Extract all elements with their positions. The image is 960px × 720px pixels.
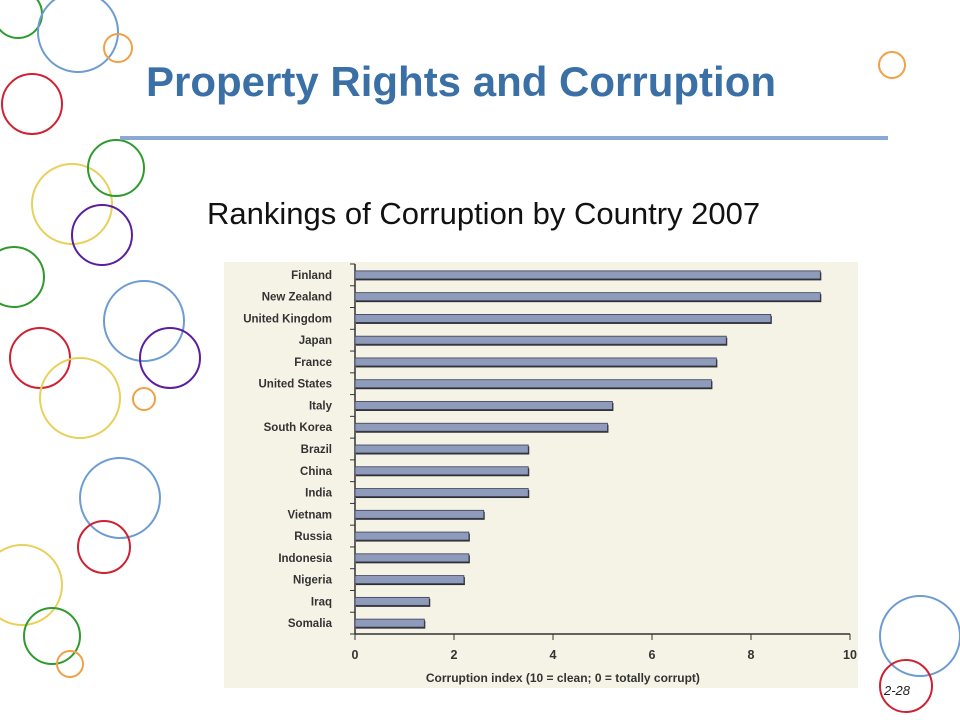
category-label: Vietnam (287, 509, 332, 521)
corruption-bar-chart: Finland New Zealand United Kingdom Japan Fra… (243, 263, 857, 685)
bar-india (354, 488, 529, 497)
bar-new-zealand (354, 292, 821, 302)
slide-subtitle: Rankings of Corruption by Country 2007 (207, 196, 761, 231)
category-label: Japan (299, 335, 332, 347)
category-label: India (305, 488, 332, 500)
bar-south-korea (354, 422, 608, 432)
category-label: China (300, 466, 333, 478)
bar-finland (354, 270, 821, 280)
category-label: France (294, 357, 332, 369)
category-label: Indonesia (278, 553, 332, 565)
bar-iraq (354, 596, 430, 606)
decor-circle (87, 139, 145, 197)
decor-circle (77, 520, 131, 574)
bar-russia (354, 531, 470, 541)
x-tick-label: 4 (550, 648, 557, 662)
bar-united-kingdom (354, 314, 772, 323)
x-tick-label: 2 (451, 648, 458, 662)
decor-circle (0, 544, 63, 626)
bar-indonesia (354, 553, 470, 563)
category-label: Finland (291, 270, 332, 282)
category-label: United Kingdom (243, 313, 332, 325)
category-label: Italy (309, 400, 333, 412)
page-number: 2-28 (884, 683, 911, 698)
decor-circle (103, 280, 185, 362)
decor-circle (39, 357, 121, 439)
category-label: Iraq (311, 596, 332, 608)
decor-circle (9, 327, 71, 389)
decor-circle (103, 33, 133, 63)
bar-united-states (354, 379, 712, 389)
decor-circle (79, 457, 161, 539)
bar-japan (354, 335, 727, 345)
decor-circle (879, 659, 933, 713)
decor-circle (56, 650, 84, 678)
decor-circle (31, 163, 113, 245)
x-tick-label: 0 (352, 648, 359, 662)
bar-somalia (354, 618, 425, 628)
decor-circle (0, 0, 43, 39)
category-label: Nigeria (293, 575, 333, 587)
slide-title: Property Rights and Corruption (146, 58, 776, 105)
category-label: Russia (294, 531, 332, 543)
bar-france (354, 357, 717, 367)
category-label: New Zealand (262, 292, 332, 304)
chart-panel: Finland New Zealand United Kingdom Japan Fra… (224, 262, 858, 688)
bar-brazil (354, 444, 529, 454)
x-tick-label: 8 (748, 648, 755, 662)
category-label: Brazil (301, 444, 332, 456)
decor-circle (0, 246, 45, 308)
bar-china (354, 466, 529, 476)
title-divider (120, 136, 888, 140)
category-label: Somalia (288, 618, 333, 630)
category-label: South Korea (264, 422, 333, 434)
category-label: United States (259, 379, 333, 391)
decor-circle (23, 607, 81, 665)
decor-circle (37, 0, 119, 73)
bar-italy (354, 401, 613, 410)
decor-circle (139, 327, 201, 389)
x-tick-label: 6 (649, 648, 656, 662)
decor-circle (878, 51, 906, 79)
x-axis-title: Corruption index (10 = clean; 0 = totall… (426, 671, 700, 685)
decor-circle (71, 204, 133, 266)
x-tick-label: 10 (843, 648, 857, 662)
decor-circle (879, 595, 960, 677)
bar-nigeria (354, 575, 465, 584)
bar-vietnam (354, 509, 485, 519)
decor-circle (132, 387, 156, 411)
decor-circle (1, 73, 63, 135)
